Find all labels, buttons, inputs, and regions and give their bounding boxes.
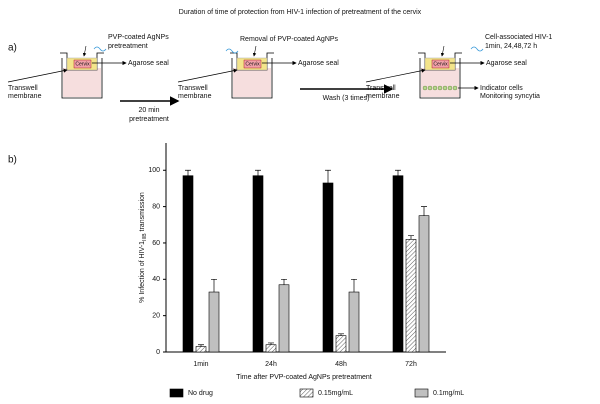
drop-arrow xyxy=(440,45,445,57)
x-tick-label: 48h xyxy=(335,361,347,368)
bar xyxy=(208,291,220,353)
error-bar xyxy=(408,235,414,240)
bar xyxy=(418,215,430,353)
y-label-part: % Infection of HIV-1 xyxy=(139,241,146,303)
cervix-label: Cervix xyxy=(75,61,90,67)
error-bar xyxy=(325,169,331,183)
x-axis-label: Time after PVP-coated AgNPs pretreatment xyxy=(236,374,372,381)
error-bar xyxy=(351,278,357,293)
arrow xyxy=(7,68,68,83)
error-bar xyxy=(395,169,401,176)
error-bar xyxy=(255,169,261,176)
seal-label: Agarose seal xyxy=(298,60,339,67)
bar xyxy=(405,239,417,353)
medium xyxy=(233,68,271,97)
indicator-label: Monitoring syncytia xyxy=(480,93,540,100)
squiggle xyxy=(470,46,484,52)
step-arrow-label: pretreatment xyxy=(129,116,169,123)
bar xyxy=(252,175,264,353)
drop-arrow xyxy=(252,45,257,57)
y-label-part: IIIB xyxy=(142,233,148,241)
bar xyxy=(182,175,194,353)
error-bar xyxy=(268,342,274,345)
bar xyxy=(278,284,290,353)
step-note: pretreatment xyxy=(108,43,148,50)
x-tick-label: 1min xyxy=(193,361,208,368)
drop-arrow xyxy=(82,45,87,57)
y-tick-label: 0 xyxy=(156,349,160,356)
medium xyxy=(421,68,459,97)
indicator-cell xyxy=(442,85,448,91)
indicator-cell xyxy=(437,85,443,91)
y-axis-label: % Infection of HIV-1IIIB transmission xyxy=(139,192,148,303)
well xyxy=(419,58,461,99)
cervix-box xyxy=(431,59,450,69)
panel-label: a) xyxy=(8,43,17,54)
bar xyxy=(322,182,334,353)
y-tick-label: 20 xyxy=(152,312,160,319)
step-arrow-label: 20 min xyxy=(138,107,159,114)
panel-label: b) xyxy=(8,155,17,166)
membrane-label: Transwell xyxy=(8,85,38,92)
indicator-cell xyxy=(422,85,428,91)
bar xyxy=(195,346,207,353)
error-bar xyxy=(211,278,217,293)
legend-label: No drug xyxy=(188,390,213,397)
x-tick-label: 72h xyxy=(405,361,417,368)
squiggle xyxy=(225,48,239,54)
cervix-label: Cervix xyxy=(433,61,448,67)
squiggle xyxy=(93,46,107,52)
cervix-box xyxy=(243,59,262,69)
membrane-label: membrane xyxy=(178,93,212,100)
panel-b: 0 20 40 60 80 100 1min 24h 48h 72h Time after PVP-… xyxy=(139,143,464,398)
bar xyxy=(392,175,404,353)
indicator-cell xyxy=(447,85,453,91)
arrow xyxy=(365,68,426,83)
seal-label: Agarose seal xyxy=(486,60,527,67)
bar xyxy=(348,291,360,353)
legend-swatch xyxy=(169,388,184,398)
error-bar xyxy=(421,206,427,216)
cervix-box xyxy=(73,59,92,69)
indicator-cell xyxy=(452,85,458,91)
figure-title: Duration of time of protection from HIV-… xyxy=(179,9,422,16)
legend-swatch xyxy=(414,388,429,398)
arrow xyxy=(177,68,238,83)
legend-label: 0.15mg/mL xyxy=(318,390,353,397)
y-tick-label: 100 xyxy=(148,167,160,174)
y-tick-label: 40 xyxy=(152,276,160,283)
indicator-cell xyxy=(427,85,433,91)
indicator-cell xyxy=(432,85,438,91)
indicator-label: Indicator cells xyxy=(480,85,523,92)
medium xyxy=(63,68,101,97)
bar xyxy=(335,335,347,353)
step-note: Cell-associated HIV-1 xyxy=(485,34,552,41)
well xyxy=(231,58,273,99)
seal-label: Agarose seal xyxy=(128,60,169,67)
step-note: PVP-coated AgNPs xyxy=(108,34,169,41)
y-tick-label: 60 xyxy=(152,240,160,247)
membrane-label: Transwell xyxy=(178,85,208,92)
error-bar xyxy=(198,344,204,347)
membrane-label: membrane xyxy=(8,93,42,100)
step-arrow-label: Wash (3 times) xyxy=(323,95,370,102)
error-bar xyxy=(338,333,344,336)
membrane-label: membrane xyxy=(366,93,400,100)
cervix-label: Cervix xyxy=(245,61,260,67)
step-note: 1min, 24,48,72 h xyxy=(485,43,537,50)
well xyxy=(61,58,103,99)
legend-label: 0.1mg/mL xyxy=(433,390,464,397)
y-tick-label: 80 xyxy=(152,203,160,210)
error-bar xyxy=(281,278,287,285)
x-tick-label: 24h xyxy=(265,361,277,368)
error-bar xyxy=(185,169,191,176)
step-note: Removal of PVP-coated AgNPs xyxy=(240,36,339,43)
legend-swatch xyxy=(299,388,314,398)
y-label-part: transmission xyxy=(139,192,146,233)
bar xyxy=(265,344,277,353)
